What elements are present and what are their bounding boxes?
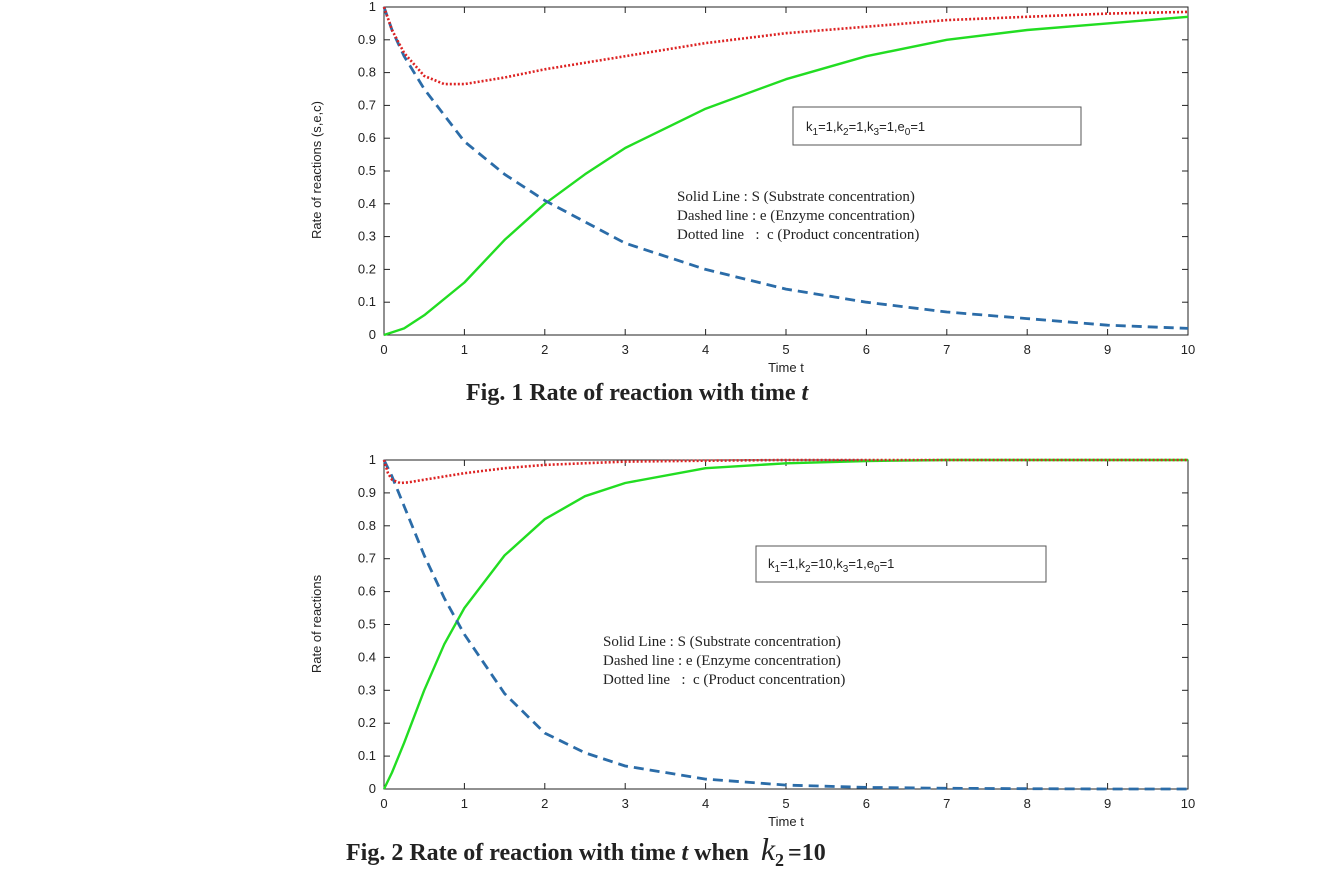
chart-1-y-ticks: 0 0.1 0.2 0.3 0.4 0.5 0.6 0.7 0.8 0.9 1 (358, 0, 1188, 342)
x-tick-label: 0 (380, 342, 387, 357)
y-tick-label: 0.5 (358, 163, 376, 178)
y-tick-label: 0.4 (358, 196, 376, 211)
y-tick-label: 0.6 (358, 130, 376, 145)
chart-1-params-box (792, 106, 1082, 146)
chart-2-y-axis-label: Rate of reactions (309, 574, 324, 673)
y-tick-label: 0.8 (358, 518, 376, 533)
x-tick-label: 5 (782, 342, 789, 357)
series-line-solid (383, 15, 1189, 337)
chart-1-param-e0: 1 (918, 119, 925, 134)
series-line-dotted (382, 458, 1188, 485)
chart-1-x-ticks: 0 1 2 3 4 5 6 7 8 9 10 (380, 7, 1195, 357)
chart-2-param-k2: 10 (818, 556, 832, 571)
x-tick-label: 4 (702, 342, 709, 357)
y-tick-label: 0.2 (358, 715, 376, 730)
x-tick-label: 6 (863, 342, 870, 357)
chart-2-legend-line-1: Solid Line : S (Substrate concentration) (603, 634, 841, 650)
chart-1: 0 0.1 0.2 0.3 0.4 0.5 0.6 0.7 0.8 0.9 1 0 1 2 3 4 5 6 7 8 9… (309, 0, 1195, 406)
x-tick-label: 6 (863, 796, 870, 811)
chart-1-series (382, 6, 1189, 337)
series-line-solid (382, 458, 1188, 790)
y-tick-label: 0.7 (358, 551, 376, 566)
chart-2-params-box (755, 545, 1047, 583)
y-tick-label: 0.9 (358, 485, 376, 500)
x-tick-label: 5 (782, 796, 789, 811)
chart-1-params-text: k1=1,k2=1,k3=1,e0=1 (806, 119, 925, 138)
chart-1-legend-line-3: Dotted line : c (Product concentration) (677, 227, 919, 243)
x-tick-label: 2 (541, 796, 548, 811)
chart-2-legend-line-2: Dashed line : e (Enzyme concentration) (603, 653, 841, 669)
y-tick-label: 0 (369, 327, 376, 342)
chart-1-caption: Fig. 1 Rate of reaction with time t (466, 380, 809, 406)
chart-1-param-k2: 1 (856, 119, 863, 134)
y-tick-label: 0.3 (358, 682, 376, 697)
chart-2-legend-line-3: Dotted line : c (Product concentration) (603, 672, 845, 688)
x-tick-label: 3 (622, 342, 629, 357)
chart-2-series (382, 458, 1188, 791)
y-tick-label: 1 (369, 452, 376, 467)
chart-2-params-text: k1=1,k2=10,k3=1,e0=1 (768, 556, 894, 575)
chart-1-x-axis-label: Time t (768, 360, 804, 375)
chart-2-y-ticks: 0 0.1 0.2 0.3 0.4 0.5 0.6 0.7 0.8 0.9 1 (358, 452, 1188, 796)
x-tick-label: 3 (622, 796, 629, 811)
y-tick-label: 0.4 (358, 649, 376, 664)
x-tick-label: 8 (1024, 796, 1031, 811)
series-line-dashed (382, 459, 1188, 791)
chart-2-param-e0: 1 (887, 556, 894, 571)
chart-1-param-k1: 1 (826, 119, 833, 134)
chart-1-param-k3: 1 (887, 119, 894, 134)
chart-2-x-ticks: 0 1 2 3 4 5 6 7 8 9 10 (380, 460, 1195, 811)
y-tick-label: 0.3 (358, 229, 376, 244)
chart-1-legend-line-2: Dashed line : e (Enzyme concentration) (677, 208, 915, 224)
x-tick-label: 9 (1104, 342, 1111, 357)
x-tick-label: 10 (1181, 796, 1195, 811)
x-tick-label: 2 (541, 342, 548, 357)
y-tick-label: 0.8 (358, 65, 376, 80)
x-tick-label: 10 (1181, 342, 1195, 357)
x-tick-label: 1 (461, 796, 468, 811)
series-line-dotted (382, 6, 1189, 86)
x-tick-label: 1 (461, 342, 468, 357)
y-tick-label: 0.2 (358, 261, 376, 276)
x-tick-label: 4 (702, 796, 709, 811)
y-tick-label: 0 (369, 781, 376, 796)
x-tick-label: 0 (380, 796, 387, 811)
x-tick-label: 7 (943, 342, 950, 357)
chart-2-caption: Fig. 2 Rate of reaction with time t when… (346, 831, 826, 870)
chart-2-plot-frame (383, 459, 1189, 790)
y-tick-label: 0.1 (358, 294, 376, 309)
y-tick-label: 0.7 (358, 97, 376, 112)
y-tick-label: 0.6 (358, 584, 376, 599)
chart-2-param-k3: 1 (856, 556, 863, 571)
chart-2-x-axis-label: Time t (768, 814, 804, 829)
y-tick-label: 0.9 (358, 32, 376, 47)
series-line-dashed (382, 6, 1189, 330)
chart-1-legend-line-1: Solid Line : S (Substrate concentration) (677, 189, 915, 205)
chart-1-plot-frame (383, 6, 1189, 336)
y-tick-label: 1 (369, 0, 376, 14)
x-tick-label: 9 (1104, 796, 1111, 811)
x-tick-label: 8 (1024, 342, 1031, 357)
y-tick-label: 0.5 (358, 617, 376, 632)
chart-1-y-axis-label: Rate of reactions (s,e,c) (309, 101, 324, 239)
x-tick-label: 7 (943, 796, 950, 811)
y-tick-label: 0.1 (358, 748, 376, 763)
chart-2: 0 0.1 0.2 0.3 0.4 0.5 0.6 0.7 0.8 0.9 1 0 1 2 3 4 5 6 7 8 9… (309, 452, 1195, 870)
chart-2-param-k1: 1 (788, 556, 795, 571)
